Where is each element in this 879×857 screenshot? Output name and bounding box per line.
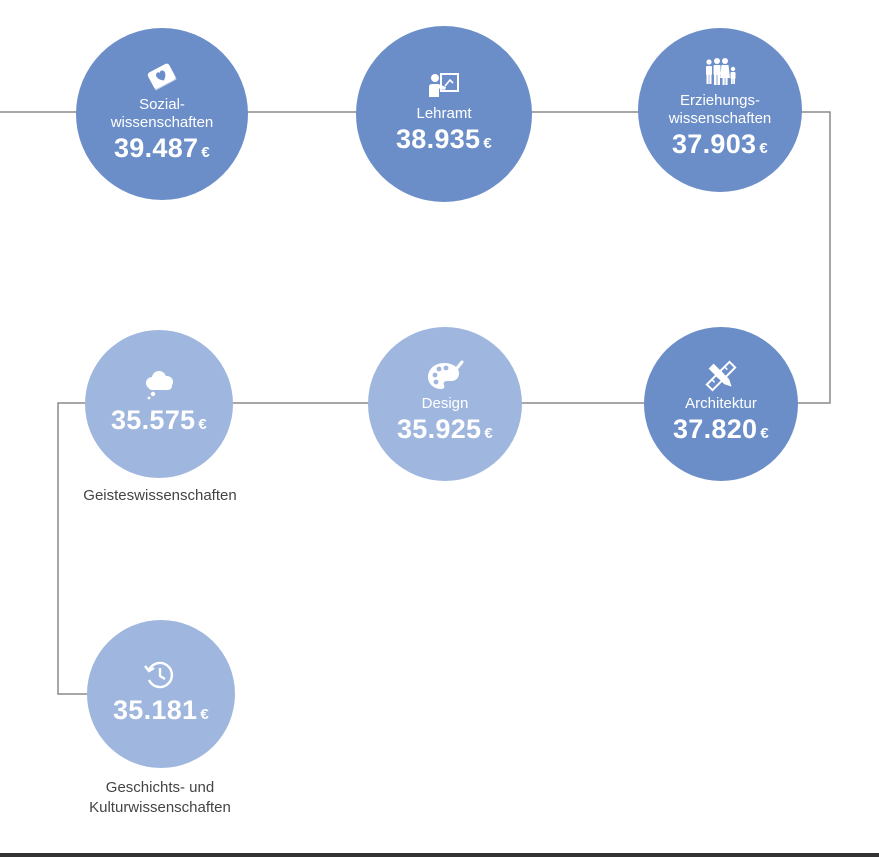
node-label: Design bbox=[421, 394, 469, 412]
salary-value: 38.935 € bbox=[395, 123, 493, 154]
node-erziehungswissenschaften: Erziehungs- wissenschaften 37.903 € bbox=[638, 28, 802, 192]
salary-value: 35.575 € bbox=[110, 404, 208, 435]
node-lehramt: Lehramt 38.935 € bbox=[356, 26, 532, 202]
caption-geisteswissenschaften: Geisteswissenschaften bbox=[83, 487, 237, 504]
teacher-board-icon bbox=[424, 69, 464, 103]
salary-value: 37.903 € bbox=[671, 128, 769, 159]
node-geschichts-kulturwissenschaften: 35.181 € bbox=[87, 620, 235, 768]
currency-symbol: € bbox=[760, 424, 770, 442]
palette-icon bbox=[425, 359, 465, 393]
history-clock-icon bbox=[141, 658, 181, 692]
book-heart-icon bbox=[142, 60, 182, 94]
node-label: Sozial- wissenschaften bbox=[110, 95, 214, 131]
thought-cloud-icon bbox=[139, 368, 179, 402]
family-icon bbox=[700, 56, 740, 90]
salary-value: 39.487 € bbox=[113, 132, 211, 163]
currency-symbol: € bbox=[759, 139, 769, 157]
connector-line-geistes-geschichte bbox=[57, 402, 87, 695]
currency-symbol: € bbox=[198, 415, 208, 433]
node-sozialwissenschaften: Sozial- wissenschaften 39.487 € bbox=[76, 28, 248, 200]
connector-line-erziehung-architektur bbox=[796, 111, 831, 404]
salary-value: 35.925 € bbox=[396, 413, 494, 444]
node-architektur: Architektur 37.820 € bbox=[644, 327, 798, 481]
currency-symbol: € bbox=[200, 705, 210, 723]
node-design: Design 35.925 € bbox=[368, 327, 522, 481]
currency-symbol: € bbox=[484, 424, 494, 442]
currency-symbol: € bbox=[201, 143, 211, 161]
bottom-border bbox=[0, 853, 879, 857]
node-label: Architektur bbox=[685, 394, 757, 412]
caption-geschichts-kulturwissenschaften: Geschichts- und Kulturwissenschaften bbox=[89, 779, 231, 816]
node-label: Erziehungs- wissenschaften bbox=[668, 91, 772, 127]
node-label: Lehramt bbox=[416, 104, 472, 122]
currency-symbol: € bbox=[483, 134, 493, 152]
node-geisteswissenschaften: 35.575 € bbox=[85, 330, 233, 478]
salary-value: 37.820 € bbox=[672, 413, 770, 444]
salary-value: 35.181 € bbox=[112, 694, 210, 725]
pencil-ruler-icon bbox=[701, 359, 741, 393]
